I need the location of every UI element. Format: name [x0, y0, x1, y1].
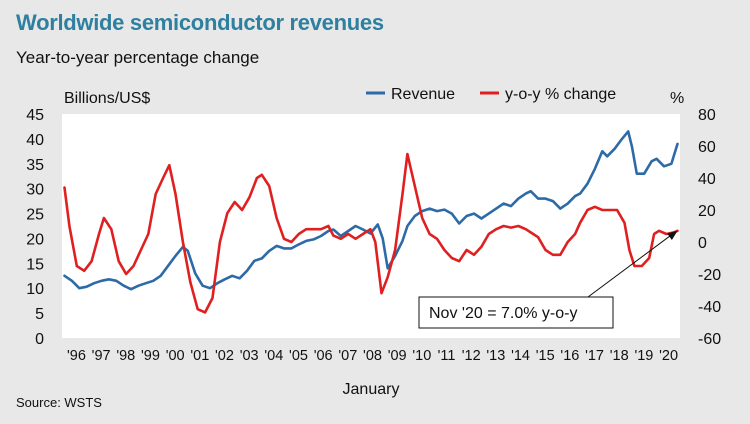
left-axis-ticks: 0 5 10 15 20 25 30 35 40 45 [26, 107, 44, 348]
annotation-arrow [587, 234, 672, 298]
left-tick-label: 0 [35, 331, 44, 348]
x-tick-label: '96 [67, 348, 86, 364]
x-tick-label: '97 [92, 348, 111, 364]
right-tick-label: 60 [698, 139, 716, 156]
annotation-box [418, 296, 614, 329]
left-tick-label: 30 [26, 182, 44, 199]
series-layer [63, 130, 679, 314]
annotation-arrowhead [667, 230, 678, 240]
x-tick-label: '98 [116, 348, 135, 364]
x-tick-label: '02 [215, 348, 234, 364]
x-tick-label: '04 [264, 348, 283, 364]
left-tick-label: 40 [26, 132, 44, 149]
x-tick-label: '14 [511, 348, 530, 364]
x-axis-label: January [343, 381, 400, 398]
x-tick-label: '09 [388, 348, 407, 364]
x-tick-label: '17 [585, 348, 604, 364]
right-axis-label: % [670, 90, 684, 107]
x-tick-label: '15 [536, 348, 555, 364]
x-tick-label: '16 [560, 348, 579, 364]
left-tick-label: 5 [35, 306, 44, 323]
x-tick-label: '01 [190, 348, 209, 364]
x-axis-ticks: '96 '97 '98 '99 '00 '01 '02 '03 '04 '05 '06 '07 '08 '… [67, 348, 678, 364]
x-tick-label: '18 [610, 348, 629, 364]
x-tick-label: '10 [412, 348, 431, 364]
left-tick-label: 35 [26, 157, 44, 174]
legend: Revenue y-o-y % change [366, 86, 616, 103]
right-tick-label: -20 [698, 267, 721, 284]
revenue-series-line [63, 130, 679, 291]
left-tick-label: 15 [26, 256, 44, 273]
right-axis-ticks: -60 -40 -20 0 20 40 60 80 [698, 107, 721, 348]
x-tick-label: '20 [659, 348, 678, 364]
left-axis-label: Billions/US$ [64, 90, 150, 107]
x-tick-label: '05 [289, 348, 308, 364]
annotation-text: Nov '20 = 7.0% y-o-y [429, 305, 577, 322]
annotation: Nov '20 = 7.0% y-o-y [418, 230, 678, 329]
x-tick-label: '07 [338, 348, 357, 364]
left-tick-label: 20 [26, 231, 44, 248]
x-tick-label: '13 [486, 348, 505, 364]
x-tick-label: '99 [141, 348, 160, 364]
legend-revenue-label: Revenue [391, 86, 455, 103]
x-tick-label: '12 [462, 348, 481, 364]
x-tick-label: '00 [166, 348, 185, 364]
chart-title: Worldwide semiconductor revenues [16, 10, 384, 35]
yoy-series-line [63, 152, 679, 314]
source-note: Source: WSTS [16, 395, 102, 410]
x-tick-label: '08 [363, 348, 382, 364]
x-tick-label: '03 [240, 348, 259, 364]
chart-subtitle: Year-to-year percentage change [16, 48, 260, 67]
right-tick-label: 80 [698, 107, 716, 124]
right-tick-label: -60 [698, 331, 721, 348]
right-tick-label: -40 [698, 299, 721, 316]
right-tick-label: 0 [698, 235, 707, 252]
x-tick-label: '19 [634, 348, 653, 364]
left-tick-label: 45 [26, 107, 44, 124]
right-tick-label: 40 [698, 171, 716, 188]
x-tick-label: '11 [438, 348, 456, 364]
legend-yoy-label: y-o-y % change [505, 86, 616, 103]
left-tick-label: 10 [26, 281, 44, 298]
right-tick-label: 20 [698, 203, 716, 220]
x-tick-label: '06 [314, 348, 333, 364]
left-tick-label: 25 [26, 207, 44, 224]
